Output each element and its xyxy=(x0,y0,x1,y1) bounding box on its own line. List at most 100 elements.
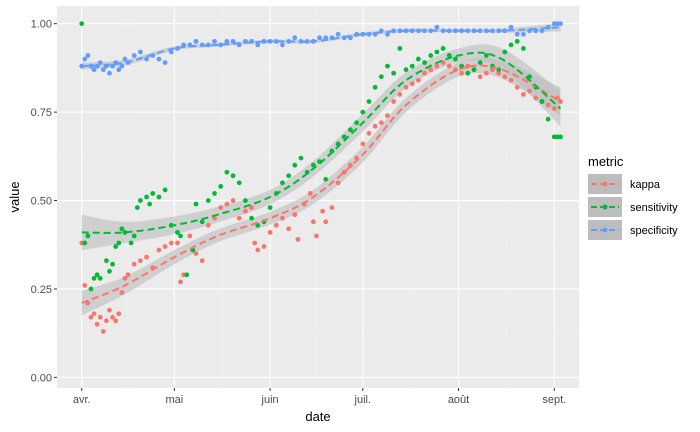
kappa-point xyxy=(508,77,514,83)
specificity-point xyxy=(539,28,545,34)
x-tick-label: sept. xyxy=(542,394,566,406)
specificity-point xyxy=(434,24,440,30)
kappa-point xyxy=(91,311,97,317)
sensitivity-point xyxy=(128,240,134,246)
sensitivity-point xyxy=(88,286,94,292)
kappa-point xyxy=(175,240,180,246)
kappa-point xyxy=(187,233,193,239)
kappa-point xyxy=(193,251,199,256)
kappa-point xyxy=(385,113,390,119)
sensitivity-point xyxy=(122,229,128,235)
kappa-smooth-line xyxy=(81,64,561,305)
sensitivity-point xyxy=(175,229,180,235)
kappa-point xyxy=(295,237,301,242)
kappa-point xyxy=(236,215,242,221)
sensitivity-point xyxy=(94,272,100,278)
kappa-point xyxy=(224,201,230,207)
sensitivity-point xyxy=(465,70,471,76)
kappa-point xyxy=(178,279,183,285)
x-tick-label: juil. xyxy=(354,394,372,406)
kappa-point xyxy=(273,222,279,228)
specificity-point xyxy=(224,38,230,44)
specificity-point xyxy=(131,53,137,58)
specificity-point xyxy=(335,31,341,37)
kappa-point xyxy=(156,247,162,253)
kappa-point xyxy=(446,63,452,69)
specificity-point xyxy=(193,38,199,44)
kappa-point xyxy=(483,70,489,76)
sensitivity-point xyxy=(82,240,88,246)
sensitivity-point xyxy=(558,134,563,140)
sensitivity-point xyxy=(236,180,242,186)
sensitivity-point xyxy=(514,38,520,44)
sensitivity-point xyxy=(267,205,273,211)
kappa-point xyxy=(360,141,366,147)
kappa-point xyxy=(366,130,372,136)
specificity-point xyxy=(91,67,97,73)
sensitivity-point xyxy=(193,201,199,207)
kappa-point xyxy=(107,307,112,313)
kappa-point xyxy=(341,169,347,175)
specificity-point xyxy=(107,70,112,76)
sensitivity-point xyxy=(539,99,545,104)
sensitivity-point xyxy=(428,53,434,58)
specificity-point xyxy=(138,49,143,55)
specificity-smooth-line xyxy=(81,26,561,68)
legend-dot-kappa xyxy=(602,181,608,187)
sensitivity-point xyxy=(477,60,483,65)
kappa-point xyxy=(218,205,224,211)
kappa-point xyxy=(162,244,168,249)
specificity-point xyxy=(144,56,149,62)
specificity-point xyxy=(85,53,91,58)
specificity-point xyxy=(558,21,563,27)
sensitivity-smooth-line xyxy=(81,51,562,234)
sensitivity-point xyxy=(280,180,285,186)
kappa-point xyxy=(100,329,106,334)
sensitivity-point xyxy=(144,194,149,200)
kappa-point xyxy=(261,244,267,249)
sensitivity-point xyxy=(243,198,248,203)
legend-label-specificity: specificity xyxy=(630,225,678,237)
sensitivity-point xyxy=(119,226,125,232)
sensitivity-point xyxy=(403,67,409,73)
specificity-point xyxy=(280,42,285,48)
kappa-point xyxy=(496,70,502,76)
kappa-point xyxy=(521,92,526,97)
kappa-point xyxy=(409,81,415,87)
sensitivity-point xyxy=(110,261,115,267)
kappa-point xyxy=(490,67,495,73)
legend-label-sensitivity: sensitivity xyxy=(630,202,678,214)
sensitivity-point xyxy=(205,198,211,203)
sensitivity-point xyxy=(508,42,514,48)
sensitivity-point xyxy=(298,155,304,161)
sensitivity-point xyxy=(199,219,205,225)
y-tick-label: 0.25 xyxy=(31,284,52,296)
sensitivity-point xyxy=(434,49,440,55)
specificity-point xyxy=(514,31,520,37)
sensitivity-point xyxy=(107,268,112,274)
kappa-point xyxy=(422,70,427,76)
kappa-point xyxy=(205,222,211,228)
sensitivity-point xyxy=(360,109,366,115)
x-tick-label: juin xyxy=(261,394,279,406)
sensitivity-point xyxy=(415,56,421,62)
kappa-point xyxy=(545,102,551,108)
kappa-point xyxy=(310,219,316,225)
sensitivity-point xyxy=(372,84,378,90)
specificity-point xyxy=(110,63,115,69)
sensitivity-point xyxy=(341,134,347,140)
kappa-point xyxy=(533,95,539,101)
kappa-point xyxy=(502,74,508,80)
sensitivity-point xyxy=(348,127,353,133)
specificity-point xyxy=(230,38,236,44)
specificity-point xyxy=(317,35,322,41)
specificity-point xyxy=(168,49,174,55)
sensitivity-point xyxy=(218,183,224,189)
specificity-point xyxy=(116,67,122,73)
specificity-point xyxy=(521,31,526,37)
kappa-point xyxy=(104,318,109,324)
y-tick-label: 1.00 xyxy=(31,19,52,31)
specificity-point xyxy=(88,63,94,69)
kappa-confidence-band xyxy=(81,57,561,316)
